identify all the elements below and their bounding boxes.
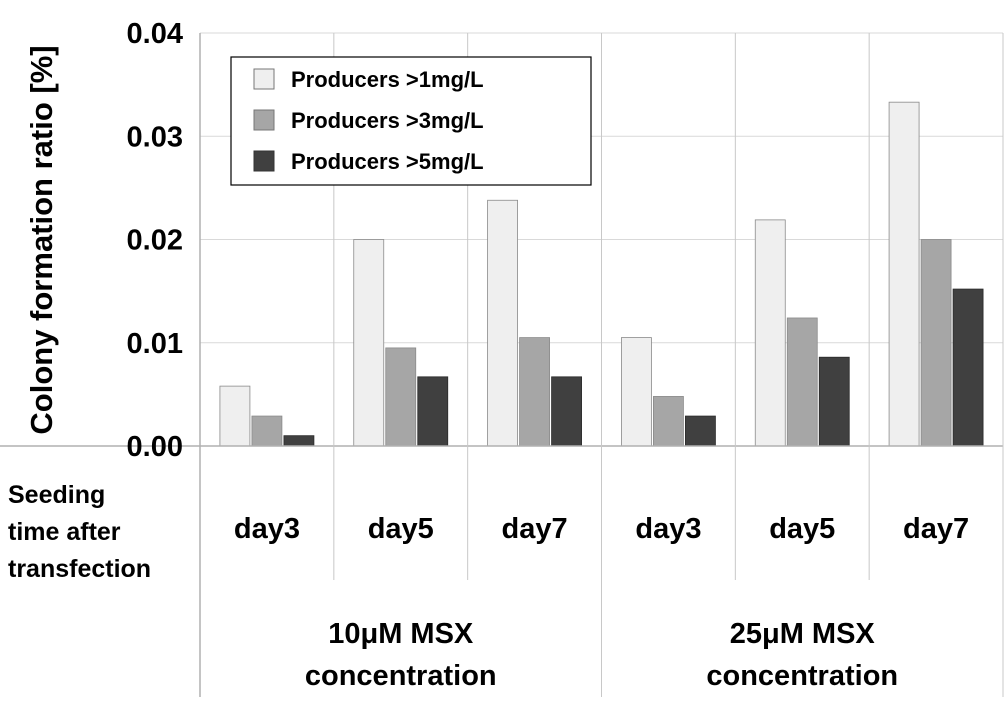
bar-3-day7 <box>551 376 582 447</box>
bar-1-day7 <box>888 101 920 447</box>
category-label: day3 <box>234 513 300 545</box>
bar-3-day5 <box>417 376 449 447</box>
bar-3-day7 <box>952 288 984 447</box>
y-tick-label: 0.04 <box>127 18 183 50</box>
legend-entry-1: Producers >1mg/L <box>291 67 484 92</box>
y-tick-label: 0.02 <box>127 225 183 257</box>
bar-2-day3 <box>251 415 283 447</box>
bar-3-day3 <box>685 415 716 447</box>
legend-swatch-3 <box>253 150 275 172</box>
y-tick-label: 0.00 <box>127 431 183 463</box>
category-label: day5 <box>368 513 434 545</box>
bar-1-day3 <box>219 385 251 447</box>
y-tick-labels: 0.00 0.01 0.02 0.03 0.04 <box>127 18 183 463</box>
category-label: day5 <box>769 513 835 545</box>
y-tick-label: 0.03 <box>127 121 183 153</box>
x-category-labels: day3 day5 day7 day3 day5 day7 <box>234 513 969 545</box>
group-label: concentration <box>305 660 497 692</box>
group-label: 25μM MSX <box>730 618 876 650</box>
bar-1-day5 <box>353 239 385 447</box>
group-label: 10μM MSX <box>328 618 474 650</box>
row-header-line: transfection <box>8 555 151 583</box>
row-header-line: time after <box>8 518 121 546</box>
category-label: day7 <box>903 513 969 545</box>
legend: Producers >1mg/L Producers >3mg/L Produc… <box>230 56 592 186</box>
category-label: day7 <box>502 513 568 545</box>
x-group-labels: 10μM MSX concentration 25μM MSX concentrati… <box>305 618 898 692</box>
bar-3-day3 <box>283 435 315 447</box>
row-header-line: Seeding <box>8 481 105 509</box>
group-label: concentration <box>706 660 898 692</box>
y-axis-label: Colony formation ratio [%] <box>24 45 59 434</box>
y-tick-label: 0.01 <box>127 328 183 360</box>
bar-2-day7 <box>920 239 952 447</box>
category-label: day3 <box>635 513 701 545</box>
bar-2-day7 <box>519 337 550 447</box>
legend-swatch-2 <box>253 109 275 131</box>
bar-3-day5 <box>818 356 850 447</box>
bar-2-day5 <box>385 347 417 447</box>
bar-2-day3 <box>653 396 684 447</box>
legend-entry-2: Producers >3mg/L <box>291 108 484 133</box>
legend-swatch-1 <box>253 68 275 90</box>
bar-1-day7 <box>487 199 518 447</box>
bar-2-day5 <box>786 317 818 447</box>
legend-entry-3: Producers >5mg/L <box>291 149 484 174</box>
x-row-header: Seeding time after transfection <box>8 481 151 583</box>
bar-1-day3 <box>621 337 652 447</box>
bar-1-day5 <box>754 219 786 447</box>
legend-box <box>230 56 592 186</box>
